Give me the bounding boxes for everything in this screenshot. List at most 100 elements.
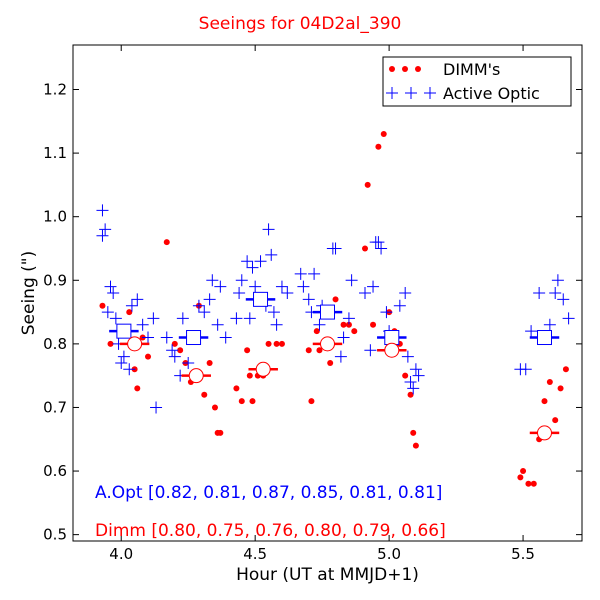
dimm-point: [145, 353, 152, 360]
active-optic-median-marker: [536, 330, 552, 346]
dimm-point: [238, 398, 245, 405]
active-optic-point: [412, 369, 425, 382]
y-tick-label: 1.2: [43, 81, 67, 99]
active-optic-point: [182, 356, 195, 369]
legend-active-optic-marker: [405, 87, 417, 99]
active-optic-median-marker: [320, 304, 335, 320]
dimm-point: [541, 398, 548, 405]
dimm-point: [340, 321, 347, 328]
active-optic-point: [123, 363, 136, 376]
dimm-point: [351, 328, 358, 335]
active-optic-point: [281, 287, 294, 299]
x-tick-label: 5.0: [377, 545, 401, 563]
x-tick-label: 4.0: [109, 545, 133, 563]
dimm-point: [177, 347, 184, 354]
active-optic-point: [345, 274, 358, 287]
active-optic-point: [375, 242, 388, 255]
legend-dimm-marker: [415, 66, 421, 72]
legend-box: [382, 56, 572, 107]
active-optic-median-marker: [384, 330, 400, 346]
active-optic-point: [557, 293, 570, 306]
dimm-point: [233, 385, 240, 392]
y-tick-label: 0.6: [43, 462, 67, 480]
dimm-point: [249, 398, 256, 405]
active-optic-point: [409, 363, 422, 376]
active-optic-point: [104, 280, 117, 293]
y-tick-label: 1.0: [43, 208, 67, 226]
active-optic-point: [168, 350, 181, 363]
active-optic-point: [265, 248, 278, 261]
legend-active-optic-label: Active Optic: [443, 84, 540, 103]
active-optic-point: [211, 318, 224, 331]
dimm-median-marker: [255, 361, 271, 377]
dimm-point: [305, 347, 312, 354]
active-optic-point: [533, 287, 546, 299]
dimm-point: [362, 245, 369, 252]
active-optic-point: [147, 312, 160, 325]
dimm-point: [345, 321, 352, 328]
active-optic-point: [297, 280, 310, 293]
active-optic-point: [562, 312, 575, 325]
active-optic-median-marker: [186, 330, 202, 346]
active-optic-point: [262, 223, 275, 236]
active-optic-point: [107, 287, 120, 299]
active-optic-point: [372, 236, 385, 249]
y-tick-label: 0.8: [43, 335, 67, 353]
dimm-point: [380, 131, 387, 138]
dimm-point: [562, 366, 569, 373]
active-optic-point: [192, 299, 205, 312]
active-optic-point: [367, 280, 380, 293]
active-optic-median-marker: [253, 291, 269, 307]
active-optic-point: [342, 312, 355, 325]
active-optic-point: [219, 331, 232, 344]
active-optic-point: [131, 293, 144, 306]
active-optic-point: [99, 223, 112, 236]
dimm-point: [552, 417, 559, 424]
active-optic-point: [393, 299, 406, 312]
active-optic-point: [96, 229, 109, 242]
legend-active-optic-marker: [386, 87, 398, 99]
active-optic-point: [109, 312, 122, 325]
active-optic-point: [254, 255, 267, 268]
active-optic-point: [246, 261, 259, 274]
dimm-point: [530, 480, 537, 487]
active-optic-point: [101, 306, 114, 319]
active-optic-point: [136, 318, 149, 331]
active-optic-point: [249, 280, 262, 293]
dimm-point: [206, 359, 213, 366]
active-optic-point: [160, 331, 173, 344]
active-optic-point: [243, 312, 256, 325]
active-optic-point: [334, 350, 347, 363]
dimm-point: [107, 340, 114, 347]
dimm-point: [525, 480, 532, 487]
active-optic-point: [275, 280, 288, 293]
active-optic-point: [294, 267, 307, 280]
dimm-point: [217, 429, 224, 436]
y-tick-label: 0.5: [43, 526, 67, 544]
dimm-point: [163, 239, 170, 246]
active-optic-median-marker: [116, 323, 132, 339]
active-optic-point: [142, 331, 155, 344]
dimm-point: [99, 302, 106, 309]
active-optic-point: [117, 350, 130, 363]
dimm-point: [402, 372, 409, 379]
dimm-point: [201, 391, 208, 398]
legend-dimm-label: DIMM's: [443, 60, 500, 79]
active-optic-point: [551, 274, 564, 287]
legend-active-optic-marker: [424, 87, 436, 99]
active-optic-point: [125, 299, 138, 312]
dimm-point: [246, 372, 253, 379]
active-optic-point: [233, 287, 246, 299]
dimm-point: [244, 347, 251, 354]
active-optic-point: [166, 344, 179, 357]
x-tick-label: 5.5: [511, 545, 535, 563]
dimm-median-marker: [320, 336, 335, 352]
dimm-point: [520, 468, 527, 475]
dimm-point: [375, 143, 382, 150]
dimm-point: [313, 328, 320, 335]
active-optic-point: [543, 318, 556, 331]
active-optic-point: [359, 287, 372, 299]
active-optic-point: [313, 318, 326, 331]
active-optic-point: [337, 331, 350, 344]
